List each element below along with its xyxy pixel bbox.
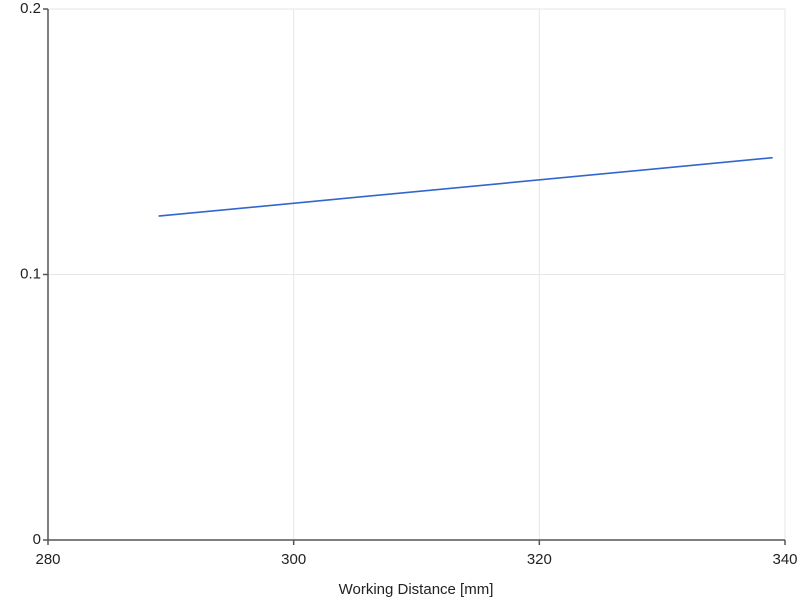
y-tick-label: 0.2 xyxy=(20,0,41,17)
data-line xyxy=(158,156,773,217)
x-tick-label: 340 xyxy=(772,551,797,568)
x-axis-label: Working Distance [mm] xyxy=(339,581,494,598)
x-tick-label: 280 xyxy=(35,551,60,568)
x-tick-label: 300 xyxy=(281,551,306,568)
x-tick-label: 320 xyxy=(527,551,552,568)
y-tick-label: 0.1 xyxy=(20,265,41,282)
y-tick-label: 0 xyxy=(33,531,41,548)
